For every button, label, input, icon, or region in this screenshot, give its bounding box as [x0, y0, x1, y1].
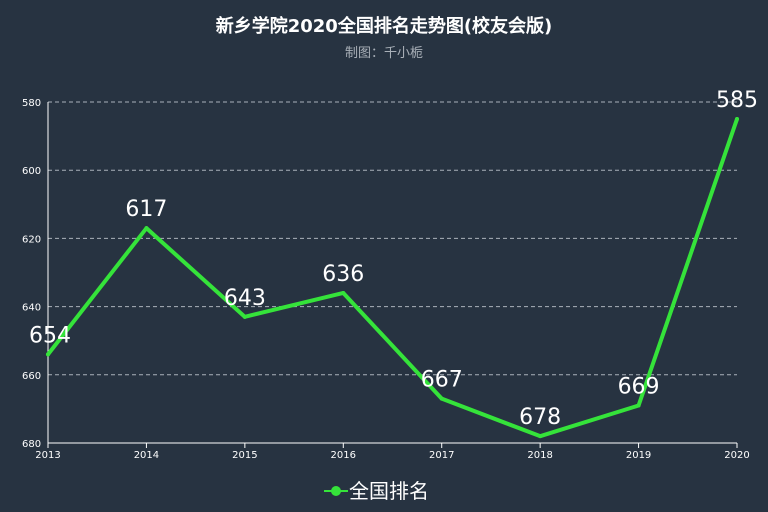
legend[interactable]: 全国排名: [324, 479, 429, 503]
x-tick-label: 2018: [527, 450, 552, 461]
x-tick-label: 2015: [232, 450, 257, 461]
legend-label[interactable]: 全国排名: [349, 479, 429, 503]
x-tick-label: 2016: [331, 450, 356, 461]
data-label: 585: [716, 88, 758, 113]
y-tick-label: 620: [22, 234, 41, 245]
y-tick-label: 580: [22, 98, 41, 109]
data-label: 678: [519, 405, 561, 430]
data-point[interactable]: [144, 226, 149, 231]
data-label-layer: 654 617 643 636 667 678 669 585: [29, 88, 758, 430]
y-tick-label: 640: [22, 303, 41, 314]
data-label: 617: [125, 197, 167, 222]
data-point[interactable]: [46, 352, 50, 357]
y-tick-label: 660: [22, 371, 41, 382]
data-label: 636: [322, 262, 364, 287]
y-tick-label: 600: [22, 166, 41, 177]
x-tick-label: 2019: [626, 450, 651, 461]
data-point[interactable]: [636, 403, 641, 408]
chart-subtitle: 制图：千小栀: [345, 46, 423, 61]
chart-title: 新乡学院2020全国排名走势图(校友会版): [216, 15, 553, 37]
grid-layer: [48, 101, 737, 376]
data-point[interactable]: [538, 434, 543, 439]
data-point[interactable]: [439, 396, 444, 401]
x-tick-label: 2014: [134, 450, 159, 461]
x-tick-label: 2013: [35, 450, 60, 461]
x-tick-label: 2017: [429, 450, 454, 461]
y-tick-label: 680: [22, 439, 41, 450]
data-point[interactable]: [735, 117, 739, 122]
series-line-rank[interactable]: [46, 117, 739, 439]
data-label: 643: [224, 286, 266, 311]
data-label: 654: [29, 323, 71, 348]
legend-marker-icon: [331, 486, 341, 496]
data-label: 669: [618, 374, 660, 399]
data-label: 667: [421, 368, 463, 393]
series-layer: [46, 117, 739, 439]
data-point[interactable]: [242, 314, 247, 319]
x-tick-label: 2020: [724, 450, 749, 461]
data-point[interactable]: [341, 290, 346, 295]
